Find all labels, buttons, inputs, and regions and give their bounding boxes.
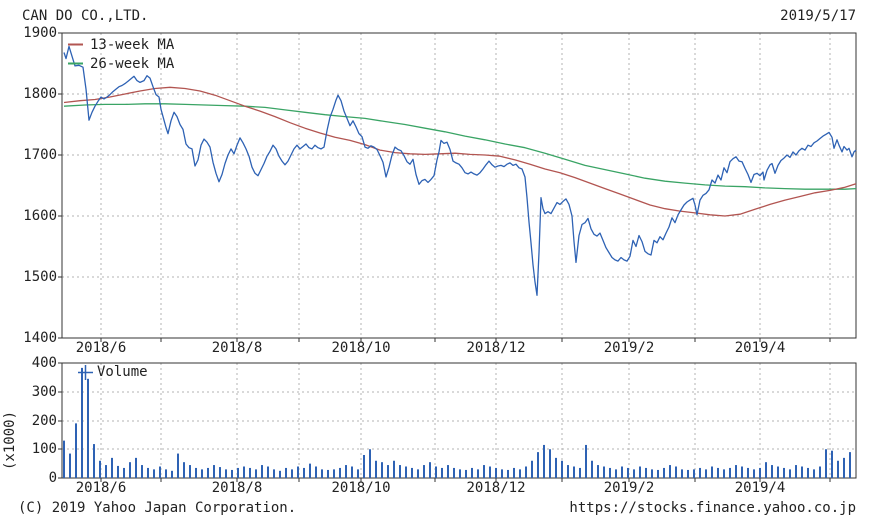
volume-y-axis-labels: 400 300 200 100 0 (0, 0, 57, 528)
price-xtick-label: 2019/2 (603, 340, 655, 356)
price-y-axis-labels: 1900 1800 1700 1600 1500 1400 (0, 0, 57, 528)
volume-xtick-label: 2018/10 (331, 480, 391, 496)
price-ytick-label: 1400 (23, 330, 57, 346)
volume-ytick-label: 300 (31, 383, 57, 400)
legend-ma13-label: 13-week MA (90, 37, 175, 53)
volume-xtick-label: 2018/8 (211, 480, 263, 496)
volume-xtick-label: 2019/4 (734, 480, 786, 496)
price-xtick-label: 2018/6 (75, 340, 127, 356)
volume-ytick-label: 400 (31, 355, 57, 371)
price-ytick-label: 1500 (23, 269, 57, 285)
price-ytick-label: 1700 (23, 147, 57, 163)
volume-xtick-label: 2018/12 (466, 480, 526, 496)
page-title: CAN DO CO.,LTD. (22, 8, 149, 24)
volume-ytick-label: 100 (31, 441, 57, 458)
price-xtick-label: 2018/12 (466, 340, 526, 356)
volume-xtick-label: 2018/6 (75, 480, 127, 496)
volume-xtick-label: 2019/2 (603, 480, 655, 496)
source-url: https://stocks.finance.yahoo.co.jp (569, 500, 856, 516)
volume-ytick-label: 0 (48, 470, 57, 486)
price-ytick-label: 1900 (23, 25, 57, 41)
volume-ytick-label: 200 (31, 412, 57, 429)
copyright-text: (C) 2019 Yahoo Japan Corporation. (18, 500, 297, 516)
price-xtick-label: 2019/4 (734, 340, 786, 356)
price-xtick-label: 2018/10 (331, 340, 391, 356)
price-ytick-label: 1800 (23, 86, 57, 102)
price-xtick-label: 2018/8 (211, 340, 263, 356)
chart-date: 2019/5/17 (780, 8, 856, 24)
price-ytick-label: 1600 (23, 208, 57, 224)
legend-volume-label: Volume (97, 364, 148, 380)
legend-ma26-label: 26-week MA (90, 56, 175, 72)
